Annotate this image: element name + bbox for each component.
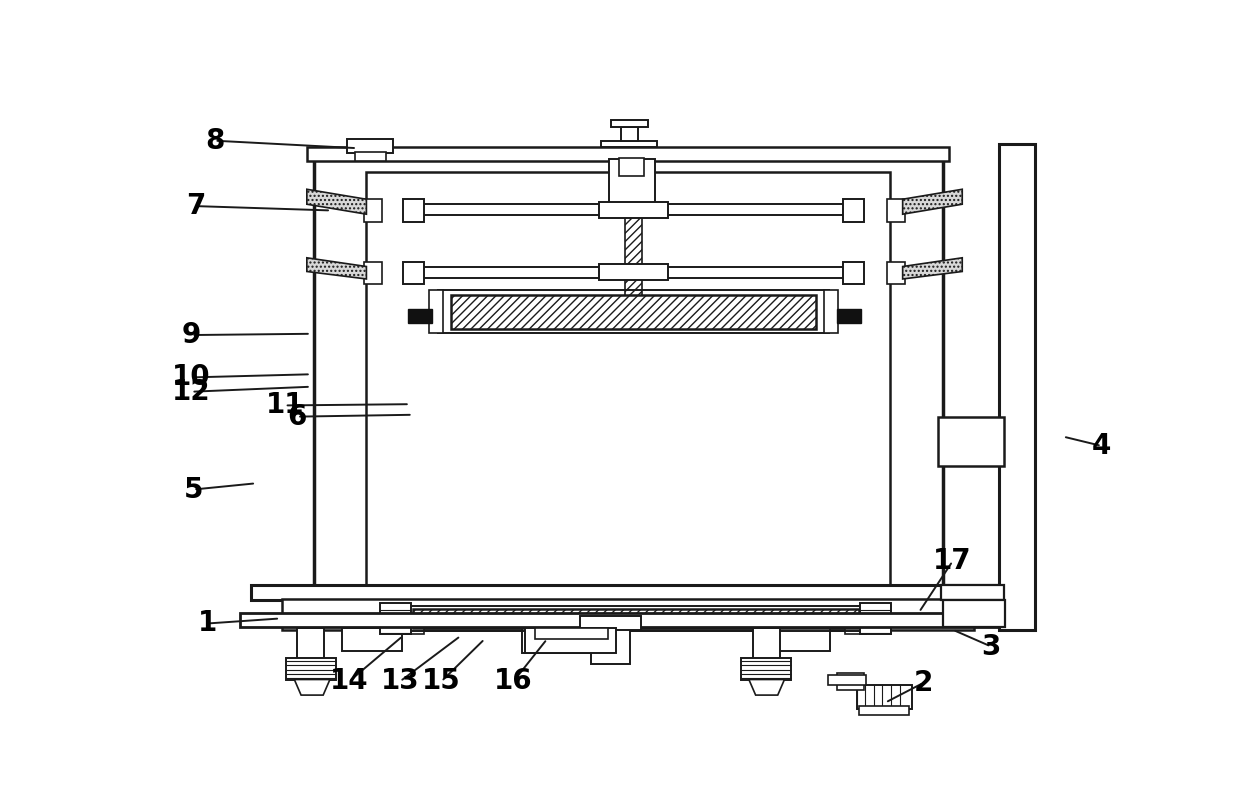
Text: 3: 3 bbox=[981, 633, 1001, 660]
Bar bbox=[844, 626, 866, 634]
Bar bbox=[621, 127, 639, 141]
Bar bbox=[742, 658, 791, 680]
Bar bbox=[942, 600, 1006, 626]
Bar bbox=[647, 204, 851, 215]
Bar bbox=[429, 290, 444, 332]
Bar bbox=[451, 294, 816, 328]
Text: 15: 15 bbox=[422, 667, 461, 696]
Bar bbox=[998, 144, 1035, 629]
Bar bbox=[857, 685, 913, 709]
Polygon shape bbox=[306, 258, 367, 279]
Bar bbox=[939, 417, 1003, 466]
Bar bbox=[534, 628, 608, 639]
Bar bbox=[591, 628, 630, 664]
Bar bbox=[417, 266, 620, 277]
Text: 7: 7 bbox=[186, 192, 205, 220]
Bar bbox=[599, 264, 668, 280]
Bar bbox=[611, 120, 649, 127]
Bar bbox=[285, 658, 336, 680]
Text: 12: 12 bbox=[172, 378, 211, 406]
Bar bbox=[941, 586, 1003, 600]
Bar bbox=[888, 199, 905, 222]
Bar bbox=[823, 290, 838, 332]
Text: 6: 6 bbox=[288, 403, 308, 430]
Bar bbox=[599, 201, 668, 218]
Bar bbox=[859, 706, 909, 715]
Bar bbox=[347, 139, 393, 153]
Bar bbox=[837, 309, 862, 323]
Text: 8: 8 bbox=[205, 127, 224, 155]
Bar bbox=[413, 609, 859, 628]
Text: 14: 14 bbox=[330, 667, 368, 696]
Bar bbox=[525, 628, 616, 653]
Polygon shape bbox=[749, 680, 785, 695]
Bar bbox=[843, 261, 864, 284]
Text: 11: 11 bbox=[265, 392, 304, 419]
Bar bbox=[770, 628, 830, 651]
Bar bbox=[379, 603, 410, 634]
Bar bbox=[647, 266, 851, 277]
Bar bbox=[408, 309, 432, 323]
Bar bbox=[609, 159, 655, 208]
Text: 9: 9 bbox=[182, 321, 201, 349]
Bar bbox=[625, 208, 642, 321]
Bar bbox=[837, 672, 864, 690]
Bar bbox=[403, 199, 424, 222]
Bar bbox=[239, 613, 1028, 626]
Bar bbox=[367, 172, 890, 586]
Bar bbox=[408, 606, 864, 631]
Text: 10: 10 bbox=[172, 363, 211, 392]
Bar bbox=[314, 150, 942, 599]
Bar bbox=[828, 676, 866, 685]
Bar bbox=[403, 626, 424, 634]
Bar bbox=[250, 586, 1034, 600]
Bar bbox=[298, 629, 324, 664]
Text: 17: 17 bbox=[934, 547, 972, 575]
Polygon shape bbox=[903, 258, 962, 279]
Text: 13: 13 bbox=[381, 667, 419, 696]
Bar bbox=[861, 603, 892, 634]
Bar bbox=[888, 261, 905, 284]
Text: 1: 1 bbox=[198, 609, 217, 637]
Text: 2: 2 bbox=[914, 668, 934, 697]
Bar bbox=[439, 290, 828, 332]
Bar bbox=[417, 204, 620, 215]
Bar bbox=[843, 199, 864, 222]
Bar bbox=[619, 158, 644, 176]
Bar bbox=[355, 152, 386, 161]
Text: 16: 16 bbox=[495, 667, 533, 696]
Text: 5: 5 bbox=[184, 476, 203, 503]
Text: 4: 4 bbox=[1092, 432, 1111, 460]
Bar bbox=[342, 628, 402, 651]
Polygon shape bbox=[294, 680, 330, 695]
Bar bbox=[306, 147, 949, 161]
Bar bbox=[281, 599, 973, 629]
Polygon shape bbox=[903, 189, 962, 214]
Bar bbox=[601, 141, 657, 147]
Bar bbox=[365, 199, 382, 222]
Bar bbox=[365, 261, 382, 284]
Bar bbox=[753, 629, 780, 664]
Polygon shape bbox=[306, 189, 367, 214]
Bar bbox=[403, 261, 424, 284]
Bar bbox=[580, 616, 641, 629]
Bar bbox=[522, 628, 614, 653]
